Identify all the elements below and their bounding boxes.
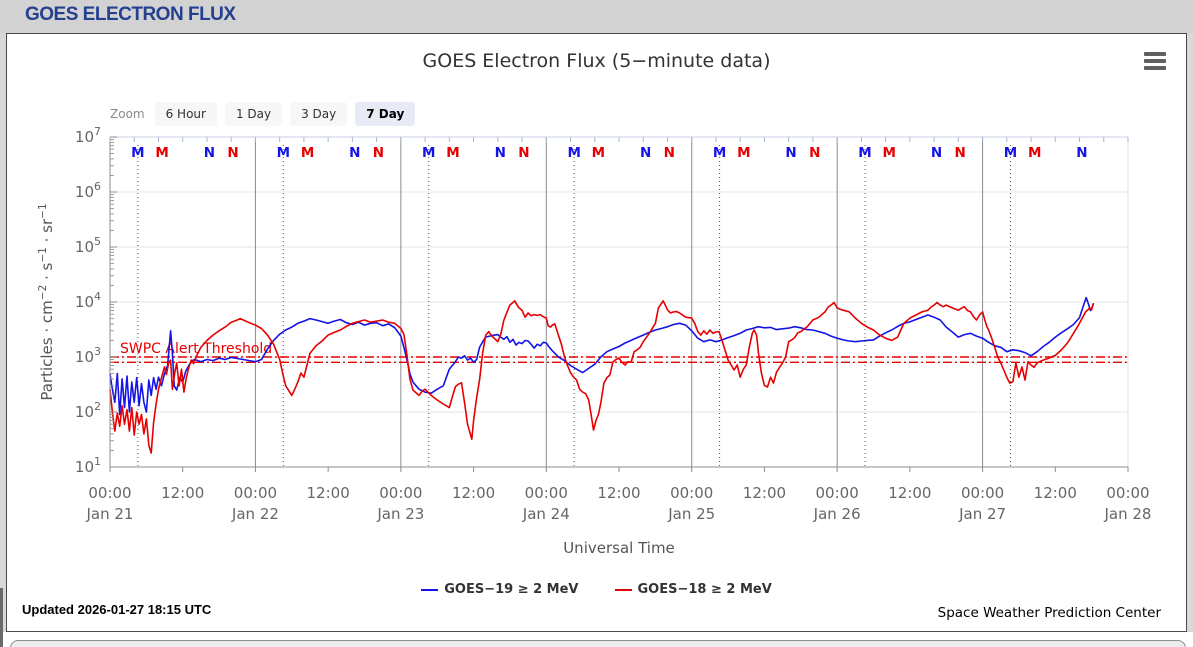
hamburger-icon bbox=[1144, 59, 1166, 63]
x-tick-day: Jan 28 bbox=[1104, 505, 1152, 523]
hamburger-icon bbox=[1144, 52, 1166, 56]
marker-m-goes-19: M bbox=[858, 145, 871, 161]
hamburger-icon bbox=[1144, 66, 1166, 70]
marker-m-goes-18: M bbox=[301, 145, 314, 161]
marker-n-goes-19: N bbox=[640, 145, 651, 161]
x-tick-day: Jan 26 bbox=[813, 505, 861, 523]
marker-m-goes-18: M bbox=[155, 145, 168, 161]
x-tick-time: 00:00 bbox=[670, 484, 713, 502]
next-panel-top-edge[interactable] bbox=[10, 640, 1186, 647]
marker-m-goes-19: M bbox=[131, 145, 144, 161]
credit-text: Space Weather Prediction Center bbox=[937, 605, 1161, 621]
x-axis-title: Universal Time bbox=[563, 539, 675, 557]
marker-m-goes-19: M bbox=[713, 145, 726, 161]
zoom-button-1-day[interactable]: 1 Day bbox=[224, 102, 283, 126]
satellite-midnight-dotted-lines bbox=[137, 145, 1011, 467]
marker-m-goes-18: M bbox=[592, 145, 605, 161]
x-tick-labels: 00:00 Jan 21 12:00 00:00 Jan 22 12:00 00:00 Jan… bbox=[86, 484, 1152, 523]
zoom-label: Zoom bbox=[110, 107, 145, 121]
zoom-button-group: 6 Hour 1 Day 3 Day 7 Day bbox=[154, 102, 417, 126]
series-line-goes-18[interactable] bbox=[109, 300, 1095, 454]
legend-label: GOES−18 ≥ 2 MeV bbox=[637, 582, 772, 597]
x-tick-time: 12:00 bbox=[888, 484, 931, 502]
marker-m-goes-18: M bbox=[446, 145, 459, 161]
x-tick-day: Jan 25 bbox=[667, 505, 715, 523]
y-tick-label: 103 bbox=[75, 345, 101, 366]
y-gridlines bbox=[110, 136, 1128, 468]
legend-line-swatch bbox=[421, 588, 439, 591]
marker-n-goes-19: N bbox=[1076, 145, 1087, 161]
x-tick-time: 12:00 bbox=[743, 484, 786, 502]
marker-n-goes-18: N bbox=[373, 145, 384, 161]
x-tick-day: Jan 27 bbox=[958, 505, 1006, 523]
marker-n-goes-18: N bbox=[664, 145, 675, 161]
updated-timestamp: Updated 2026-01-27 18:15 UTC bbox=[22, 602, 212, 617]
chart-menu-button[interactable] bbox=[1141, 52, 1169, 74]
x-tick-time: 00:00 bbox=[961, 484, 1004, 502]
zoom-button-7-day[interactable]: 7 Day bbox=[355, 102, 416, 126]
x-tick-time: 00:00 bbox=[88, 484, 131, 502]
marker-n-goes-18: N bbox=[954, 145, 965, 161]
zoom-button-3-day[interactable]: 3 Day bbox=[290, 102, 348, 126]
y-tick-labels: 101 102 103 104 105 106 107 bbox=[75, 125, 101, 476]
y-tick-label: 101 bbox=[75, 455, 101, 476]
marker-m-goes-19: M bbox=[567, 145, 580, 161]
zoom-button-6-hour[interactable]: 6 Hour bbox=[154, 102, 217, 126]
y-axis-title: Particles · cm−2 · s−1 · sr−1 bbox=[37, 203, 56, 400]
marker-m-goes-18: M bbox=[883, 145, 896, 161]
day-boundary-lines bbox=[254, 137, 984, 467]
x-tick-day: Jan 22 bbox=[231, 505, 279, 523]
legend-line-swatch bbox=[614, 588, 632, 591]
x-tick-day: Jan 23 bbox=[376, 505, 424, 523]
x-tick-day: Jan 24 bbox=[522, 505, 570, 523]
x-tick-time: 12:00 bbox=[161, 484, 204, 502]
page-header: GOES ELECTRON FLUX bbox=[0, 0, 1193, 33]
y-tick-label: 104 bbox=[75, 290, 101, 311]
x-tick-time: 00:00 bbox=[816, 484, 859, 502]
marker-m-goes-18: M bbox=[737, 145, 750, 161]
x-tick-time: 00:00 bbox=[234, 484, 277, 502]
marker-m-goes-19: M bbox=[277, 145, 290, 161]
y-tick-label: 106 bbox=[75, 180, 101, 201]
zoom-controls: Zoom 6 Hour 1 Day 3 Day 7 Day bbox=[110, 102, 416, 126]
series-line-goes-19[interactable] bbox=[109, 296, 1095, 416]
marker-n-goes-19: N bbox=[495, 145, 506, 161]
x-tick-time: 00:00 bbox=[379, 484, 422, 502]
legend-item-goes-19[interactable]: GOES−19 ≥ 2 MeV bbox=[421, 582, 579, 597]
legend-label: GOES−19 ≥ 2 MeV bbox=[444, 582, 579, 597]
x-tick-time: 12:00 bbox=[452, 484, 495, 502]
y-tick-label: 105 bbox=[75, 235, 101, 256]
page-title: GOES ELECTRON FLUX bbox=[25, 4, 236, 25]
x-tick-time: 00:00 bbox=[1106, 484, 1149, 502]
legend-item-goes-18[interactable]: GOES−18 ≥ 2 MeV bbox=[614, 582, 772, 597]
marker-m-goes-19: M bbox=[1004, 145, 1017, 161]
marker-m-goes-19: M bbox=[422, 145, 435, 161]
x-tick-time: 00:00 bbox=[525, 484, 568, 502]
marker-m-goes-18: M bbox=[1028, 145, 1041, 161]
left-page-edge bbox=[0, 588, 3, 647]
chart-title: GOES Electron Flux (5−minute data) bbox=[422, 50, 771, 72]
marker-n-goes-19: N bbox=[785, 145, 796, 161]
marker-n-goes-19: N bbox=[931, 145, 942, 161]
x-tick-time: 12:00 bbox=[1034, 484, 1077, 502]
x-tick-day: Jan 21 bbox=[86, 505, 134, 523]
threshold-label: SWPC Alert Threshold bbox=[120, 341, 272, 357]
y-tick-label: 102 bbox=[75, 400, 101, 421]
marker-n-goes-18: N bbox=[518, 145, 529, 161]
x-tick-time: 12:00 bbox=[597, 484, 640, 502]
marker-n-goes-18: N bbox=[809, 145, 820, 161]
marker-n-goes-18: N bbox=[227, 145, 238, 161]
chart-legend: GOES−19 ≥ 2 MeV GOES−18 ≥ 2 MeV bbox=[0, 582, 1193, 597]
y-tick-label: 107 bbox=[75, 125, 101, 146]
marker-n-goes-19: N bbox=[349, 145, 360, 161]
axes bbox=[109, 136, 1129, 472]
x-tick-time: 12:00 bbox=[307, 484, 350, 502]
alert-threshold: SWPC Alert Threshold bbox=[110, 341, 1128, 364]
marker-n-goes-19: N bbox=[204, 145, 215, 161]
